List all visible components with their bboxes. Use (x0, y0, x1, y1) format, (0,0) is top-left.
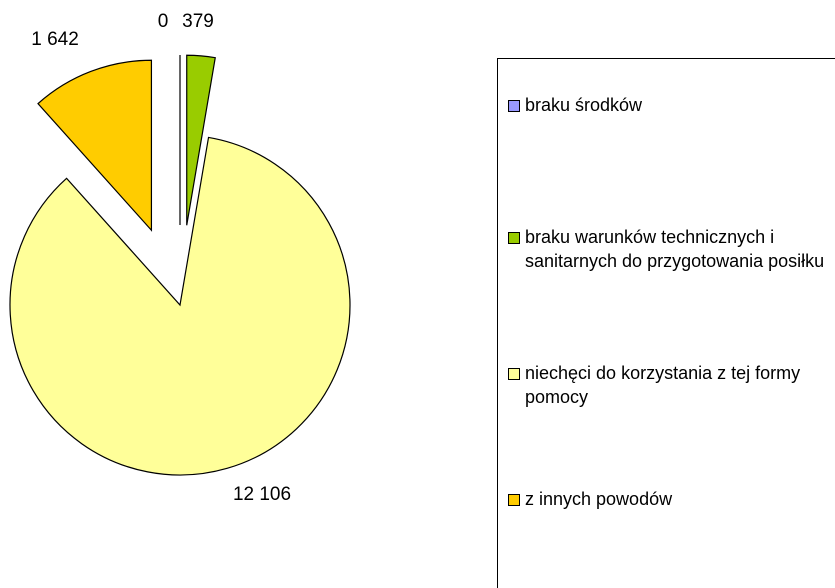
legend-item: braku warunków technicznych i sanitarnyc… (508, 225, 835, 273)
legend-label: niechęci do korzystania z tej formy pomo… (525, 363, 801, 407)
legend-swatch (508, 368, 520, 380)
legend-item: braku środków (508, 93, 835, 117)
legend-swatch (508, 100, 520, 112)
legend-label: braku środków (525, 95, 643, 115)
data-label: 0 (158, 11, 169, 32)
data-label: 379 (182, 11, 214, 32)
pie-slice (37, 59, 153, 232)
pie-area: 0 379 12 106 1 642 (9, 11, 351, 505)
legend: braku środków braku warunków technicznych… (497, 58, 835, 588)
data-label: 12 106 (233, 484, 291, 505)
legend-item: z innych powodów (508, 487, 835, 511)
data-label: 1 642 (31, 29, 79, 50)
pie-slice (9, 136, 351, 476)
pie-slice (186, 54, 216, 226)
legend-label: braku warunków technicznych i sanitarnyc… (525, 227, 825, 271)
legend-label: z innych powodów (525, 489, 673, 509)
legend-swatch (508, 232, 520, 244)
legend-item: niechęci do korzystania z tej formy pomo… (508, 361, 835, 409)
legend-swatch (508, 494, 520, 506)
